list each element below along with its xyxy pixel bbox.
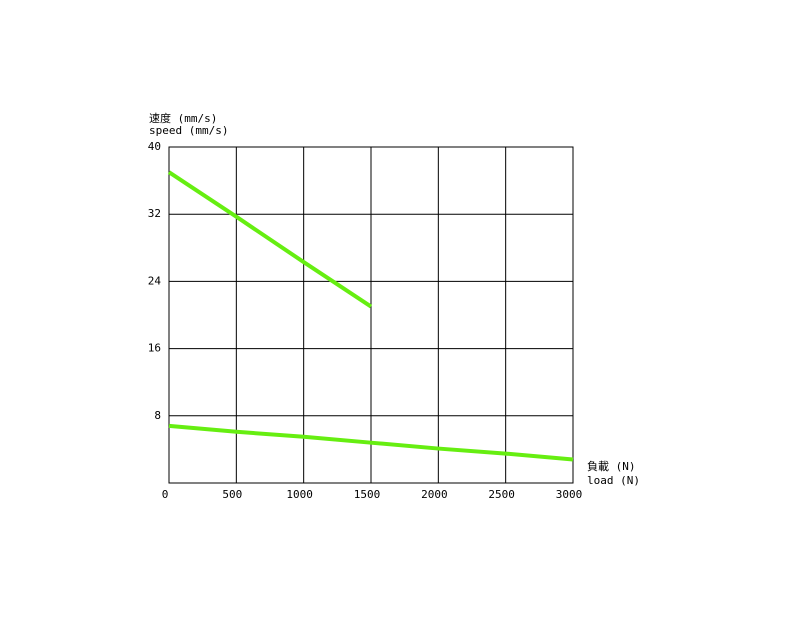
x-tick-label: 1000	[286, 488, 313, 501]
y-tick-label: 8	[154, 409, 161, 422]
data-line	[168, 423, 574, 462]
y-axis-label: 速度 (mm/s)	[149, 111, 217, 125]
y-tick-label: 40	[148, 140, 161, 153]
y-tick-label: 24	[148, 274, 162, 287]
y-tick-label: 16	[148, 342, 161, 355]
x-axis-label: 負載 (N)	[587, 460, 636, 473]
x-tick-label: 2500	[488, 488, 515, 501]
x-tick-label: 1500	[354, 488, 381, 501]
data-line	[167, 170, 373, 309]
x-tick-label: 500	[222, 488, 242, 501]
y-axis-label: speed (mm/s)	[149, 124, 228, 137]
x-tick-label: 0	[162, 488, 169, 501]
x-tick-label: 3000	[556, 488, 583, 501]
y-tick-label: 32	[148, 207, 161, 220]
x-axis-label: load (N)	[587, 474, 640, 487]
x-tick-label: 2000	[421, 488, 448, 501]
